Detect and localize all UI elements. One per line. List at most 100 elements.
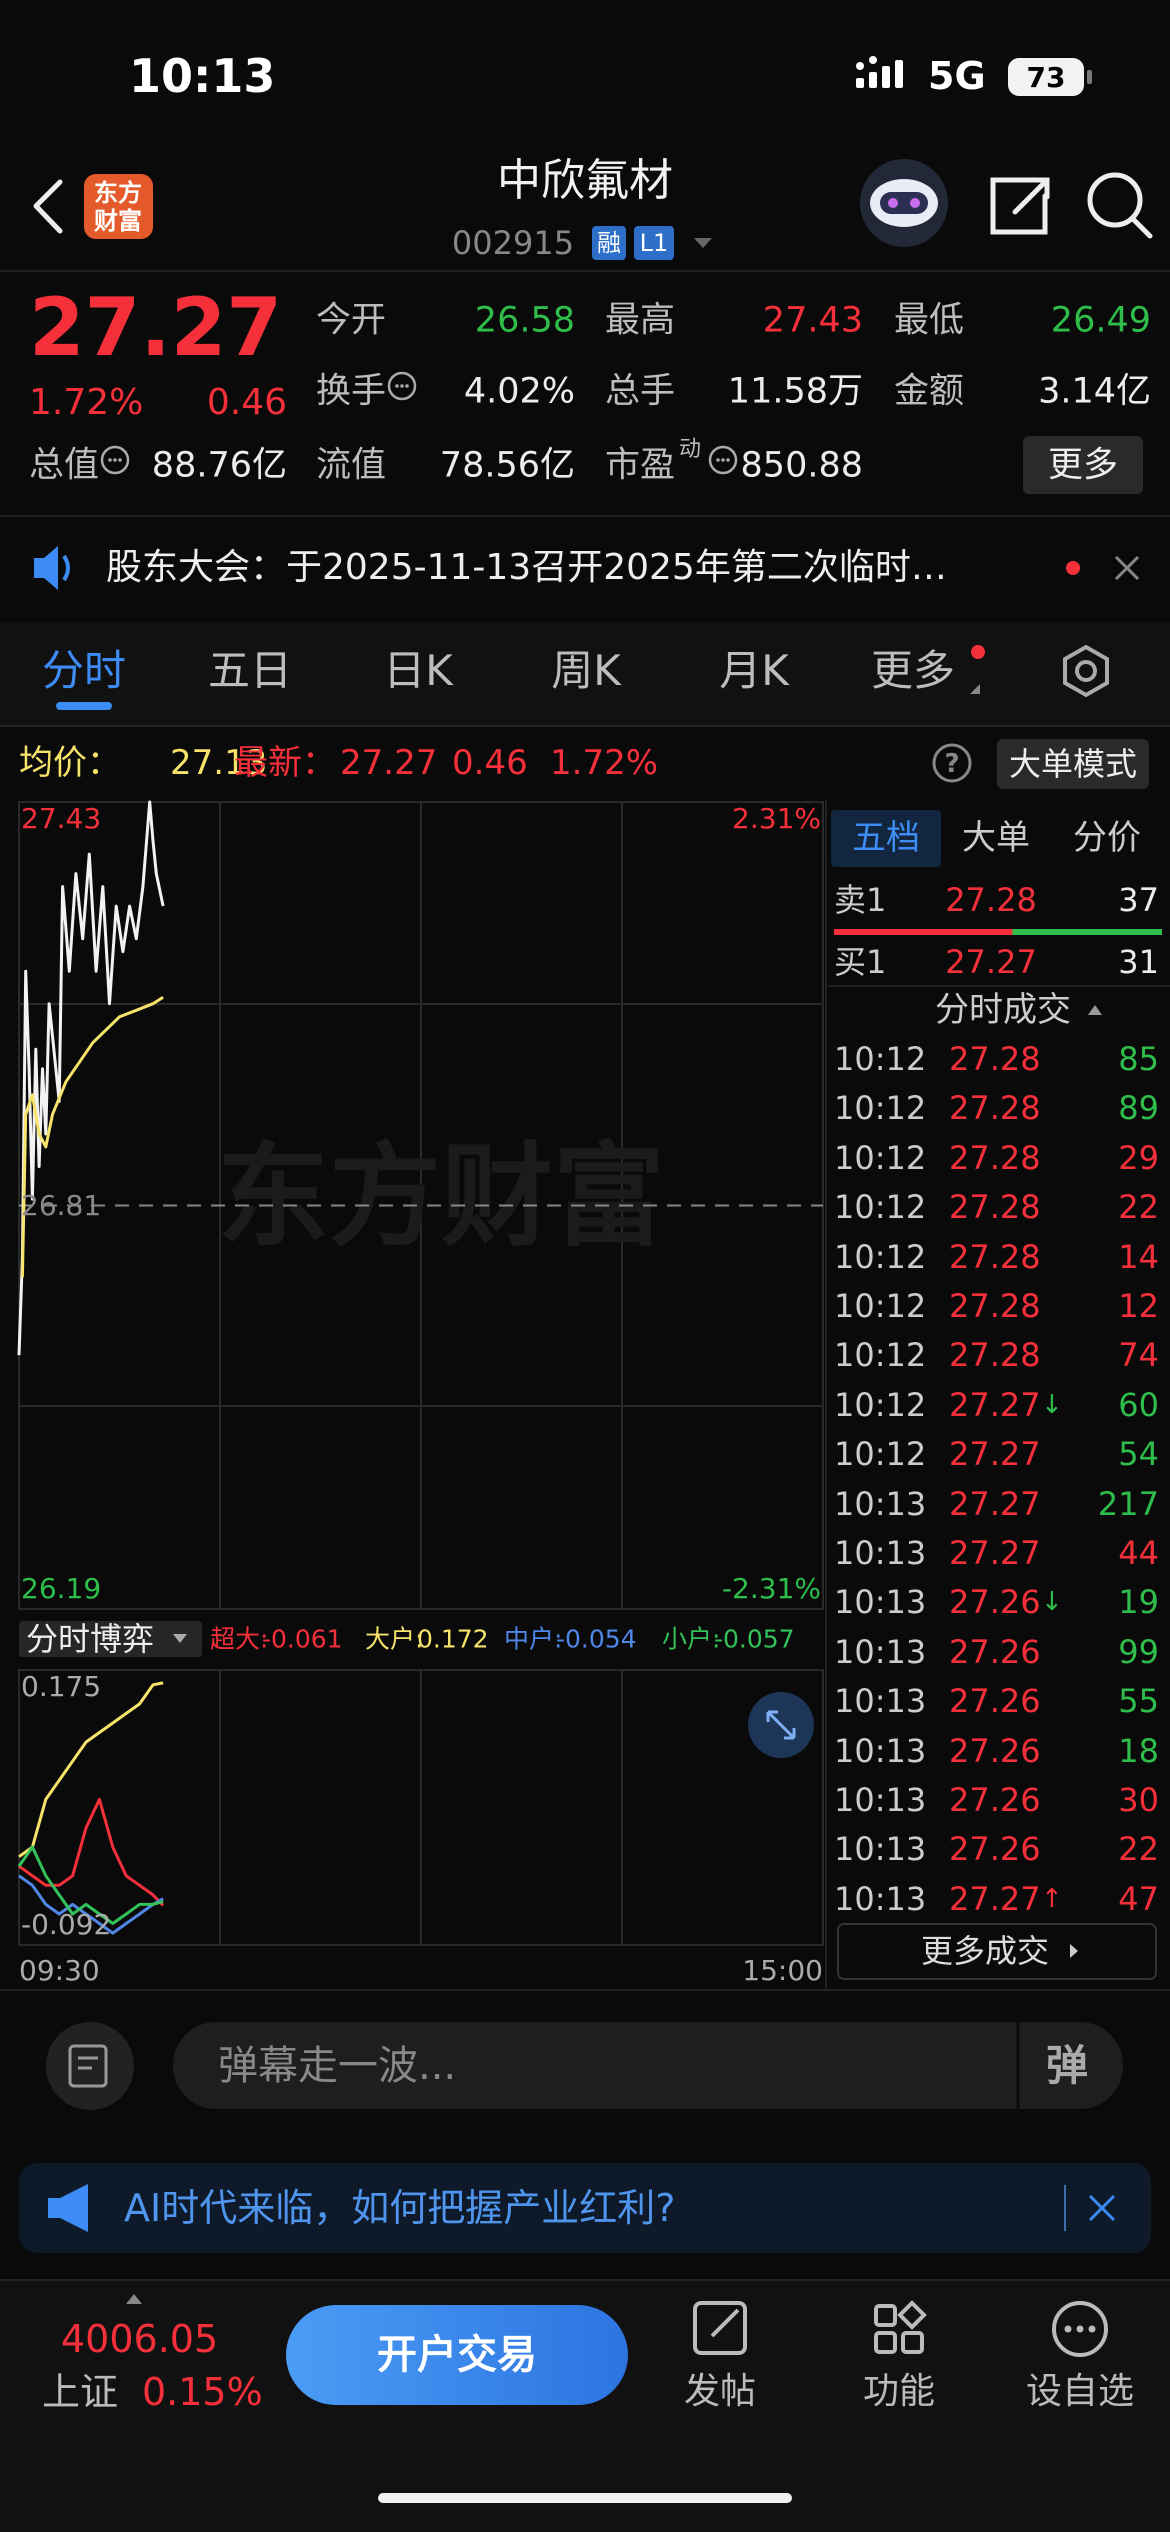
trade-volume: 60: [1118, 1385, 1159, 1424]
tab[interactable]: 更多: [870, 646, 956, 695]
trade-button[interactable]: [286, 2305, 628, 2405]
trade-button-label[interactable]: 开户交易: [377, 2332, 537, 2378]
y-tick-label: 26.19: [21, 1572, 102, 1605]
help-mark[interactable]: ?: [944, 749, 960, 779]
trade-time: 10:13: [834, 1731, 927, 1770]
selector-bg[interactable]: [19, 1621, 202, 1657]
book-tab[interactable]: 大单: [962, 818, 1030, 858]
comment-input[interactable]: [173, 2022, 1123, 2109]
trade-price: 27.28: [949, 1336, 1041, 1375]
trade-time: 10:12: [834, 1237, 927, 1276]
more-button[interactable]: [1023, 436, 1143, 494]
trade-price: 27.28: [949, 1040, 1041, 1078]
share-icon[interactable]: [990, 177, 1050, 235]
notes-icon[interactable]: [46, 2022, 134, 2110]
close-notice[interactable]: [1114, 555, 1140, 581]
badge: 融: [597, 229, 621, 257]
series-line: [18, 1797, 165, 1907]
trade-volume: 30: [1118, 1781, 1159, 1819]
trade-time: 10:13: [834, 1682, 927, 1721]
book-price: 27.28: [945, 881, 1037, 919]
more-button-label[interactable]: 更多: [1047, 445, 1119, 486]
book-tab[interactable]: 分价: [1073, 818, 1141, 858]
legend-value: -0.061: [262, 1624, 343, 1654]
tab[interactable]: 周K: [551, 646, 621, 695]
badge-bg: [592, 226, 626, 260]
stat-value: 11.58万: [727, 371, 863, 412]
post-icon[interactable]: [693, 2301, 747, 2355]
expand-icon[interactable]: [748, 1692, 814, 1758]
search-icon[interactable]: [1087, 172, 1153, 239]
last-label: 最新：: [234, 743, 336, 783]
book-tab[interactable]: 五档: [852, 818, 920, 858]
stat-sup: 动: [679, 437, 702, 462]
stat-value: 850.88: [740, 445, 863, 486]
assistant-icon[interactable]: [860, 159, 948, 247]
trade-time: 10:13: [834, 1484, 927, 1523]
trade-price: 27.28: [949, 1188, 1041, 1227]
trade-price: 27.28: [949, 1287, 1041, 1325]
mode-button-label[interactable]: 大单模式: [1008, 745, 1138, 783]
trade-volume: 74: [1118, 1336, 1159, 1375]
book-tab-active: [831, 810, 941, 867]
legend-value: 0.172: [417, 1624, 489, 1654]
trade-price: 27.26: [949, 1682, 1041, 1721]
trade-flag: ↑: [1041, 1883, 1063, 1914]
nav-label[interactable]: 设自选: [1025, 2371, 1135, 2412]
home-indicator: [378, 2493, 792, 2503]
ai-banner[interactable]: [19, 2163, 1151, 2253]
nav-label[interactable]: 功能: [862, 2371, 936, 2412]
info-icon-dot: [118, 458, 122, 462]
legend-name: 中户:: [504, 1624, 563, 1654]
legend-name: 小户:: [662, 1624, 721, 1654]
trade-time: 10:13: [834, 1830, 927, 1869]
info-icon-dot: [108, 458, 112, 462]
trade-volume: 22: [1118, 1188, 1159, 1227]
series-line: [17, 800, 165, 1356]
series-line: [20, 995, 164, 1278]
help-icon[interactable]: [932, 743, 972, 783]
tab[interactable]: 五日: [207, 646, 293, 695]
danmaku-button[interactable]: 弹: [1045, 2041, 1089, 2090]
sort-icon: [1088, 1005, 1102, 1015]
watermark: 东方财富: [217, 1132, 665, 1262]
banner-icon: [48, 2184, 88, 2232]
stat-label: 金额: [894, 371, 965, 412]
stat-label: 换手: [316, 371, 387, 412]
y-tick-label: -0.092: [21, 1908, 112, 1941]
nav-label[interactable]: 发帖: [683, 2371, 757, 2412]
notice-text[interactable]: 股东大会：于2025-11-13召开2025年第二次临时…: [106, 547, 947, 588]
more-trades-button[interactable]: [837, 1923, 1157, 1980]
more-trades-label[interactable]: 更多成交: [920, 1932, 1050, 1970]
stock-code: 002915: [451, 224, 575, 262]
badge: L1: [639, 229, 669, 257]
mode-button[interactable]: [997, 739, 1149, 789]
trade-volume: 22: [1118, 1830, 1159, 1869]
trade-volume: 29: [1118, 1138, 1159, 1177]
function-icon[interactable]: [874, 2300, 927, 2354]
trade-time: 10:12: [834, 1287, 927, 1325]
trade-volume: 55: [1118, 1682, 1159, 1721]
avg-label: 均价：: [19, 743, 121, 783]
trade-price: 27.27: [949, 1484, 1041, 1523]
banner-text[interactable]: AI时代来临，如何把握产业红利?: [124, 2186, 676, 2230]
trade-time: 10:12: [834, 1336, 927, 1375]
info-icon: [100, 445, 130, 475]
dropdown-icon[interactable]: [694, 238, 712, 248]
close-banner[interactable]: [1088, 2194, 1116, 2222]
book-label: 买1: [834, 943, 887, 981]
series-line: [18, 1681, 164, 1858]
tab[interactable]: 分时: [41, 646, 127, 695]
selector-label[interactable]: 分时博弈: [26, 1620, 155, 1658]
back-button[interactable]: [33, 179, 63, 234]
watchlist-icon[interactable]: [1052, 2301, 1108, 2357]
tab[interactable]: 日K: [383, 646, 453, 695]
speaker-icon: [34, 546, 70, 590]
stat-value: 88.76亿: [151, 445, 287, 486]
index-toggle[interactable]: [126, 2294, 142, 2304]
settings-icon[interactable]: [1063, 644, 1109, 698]
comment-placeholder[interactable]: 弹幕走一波...: [218, 2043, 457, 2089]
trade-volume: 47: [1118, 1879, 1159, 1918]
tab[interactable]: 月K: [719, 646, 789, 695]
change-pct: 1.72%: [29, 382, 144, 423]
